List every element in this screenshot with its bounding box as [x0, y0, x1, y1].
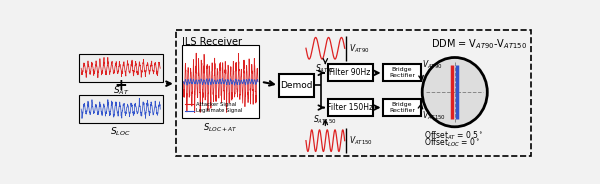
- Text: +: +: [115, 78, 127, 93]
- Text: $S_{LOC+AT}$: $S_{LOC+AT}$: [203, 121, 238, 134]
- Text: $S_{AT90}$: $S_{AT90}$: [315, 62, 335, 75]
- Text: Demod: Demod: [280, 81, 313, 90]
- Ellipse shape: [422, 57, 487, 127]
- Text: $S_{AT}$: $S_{AT}$: [113, 84, 129, 97]
- Bar: [279, 74, 314, 97]
- Text: $V_{AT150}$: $V_{AT150}$: [422, 110, 446, 122]
- Text: $S_{AT150}$: $S_{AT150}$: [313, 114, 337, 126]
- Text: $S_{LOC}$: $S_{LOC}$: [110, 125, 131, 138]
- Bar: [176, 30, 531, 156]
- Text: ILS Receiver: ILS Receiver: [182, 38, 242, 47]
- Text: Legitimate Signal: Legitimate Signal: [196, 108, 242, 113]
- Text: $V_{AT90}$: $V_{AT90}$: [349, 42, 369, 54]
- Text: Offset$_{LOC}$ = 0$^\circ$: Offset$_{LOC}$ = 0$^\circ$: [424, 136, 480, 148]
- Text: Attacker Signal: Attacker Signal: [196, 102, 236, 107]
- Bar: [383, 64, 421, 81]
- Bar: [182, 45, 259, 118]
- Text: DDM = V$_{AT90}$-V$_{AT150}$: DDM = V$_{AT90}$-V$_{AT150}$: [431, 38, 527, 51]
- Bar: [79, 95, 163, 123]
- Text: Bridge
Rectifier: Bridge Rectifier: [389, 102, 415, 113]
- Text: $V_{AT90}$: $V_{AT90}$: [422, 58, 443, 71]
- Bar: [328, 99, 373, 116]
- Text: $V_{AT150}$: $V_{AT150}$: [349, 134, 373, 147]
- Text: Bridge
Rectifier: Bridge Rectifier: [389, 68, 415, 78]
- Text: Filter 90Hz: Filter 90Hz: [329, 68, 371, 77]
- Bar: [79, 54, 163, 82]
- Bar: [383, 99, 421, 116]
- Text: Offset$_{AT}$ = 0.5$^\circ$: Offset$_{AT}$ = 0.5$^\circ$: [424, 130, 483, 142]
- Text: Filter 150Hz: Filter 150Hz: [327, 103, 373, 112]
- Bar: [328, 64, 373, 81]
